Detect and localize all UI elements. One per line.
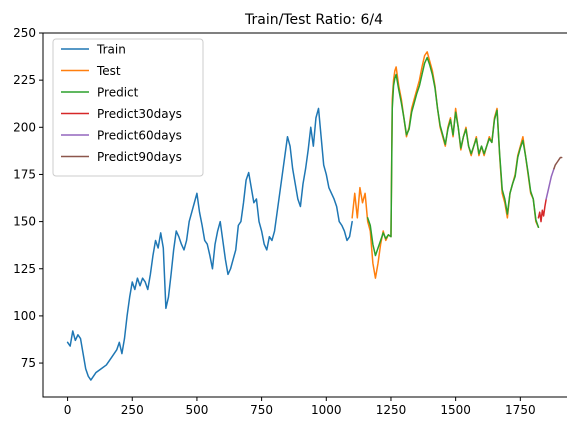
legend-label: Predict	[97, 86, 139, 100]
series-line-predict90days	[553, 156, 563, 170]
y-tick-label: 175	[13, 167, 36, 181]
series-line-train	[66, 107, 353, 381]
legend-label: Predict60days	[97, 129, 182, 143]
x-axis: 025050075010001250150017502000	[64, 397, 536, 417]
y-tick-label: 75	[21, 356, 36, 370]
x-tick-label: 1250	[376, 403, 407, 417]
legend-label: Predict90days	[97, 150, 182, 164]
legend-label: Test	[96, 64, 121, 78]
series-line-predict30days	[537, 198, 547, 223]
x-tick-label: 750	[250, 403, 273, 417]
y-tick-label: 100	[13, 309, 36, 323]
x-tick-label: 1500	[440, 403, 471, 417]
legend-label: Predict30days	[97, 107, 182, 121]
plot-lines	[66, 51, 563, 381]
x-tick-label: 1000	[311, 403, 342, 417]
y-axis: 75 100 125 150 175 200 225 250	[13, 26, 43, 370]
x-tick-label: 500	[185, 403, 208, 417]
x-tick-label: 0	[64, 403, 72, 417]
y-tick-label: 250	[13, 26, 36, 40]
series-line-predict	[366, 56, 540, 257]
x-tick-label: 1750	[505, 403, 536, 417]
series-line-predict60days	[545, 168, 555, 200]
y-tick-label: 150	[13, 215, 36, 229]
y-tick-label: 225	[13, 73, 36, 87]
x-tick-label: 250	[121, 403, 144, 417]
plot-frame	[42, 32, 567, 398]
legend: Train Test Predict Predict30days Predict60da…	[52, 38, 204, 177]
legend-label: Train	[96, 43, 126, 57]
y-tick-label: 200	[13, 120, 36, 134]
legend-box	[52, 38, 204, 177]
chart-title: Train/Test Ratio: 6/4	[244, 12, 383, 28]
y-tick-label: 125	[13, 262, 36, 276]
